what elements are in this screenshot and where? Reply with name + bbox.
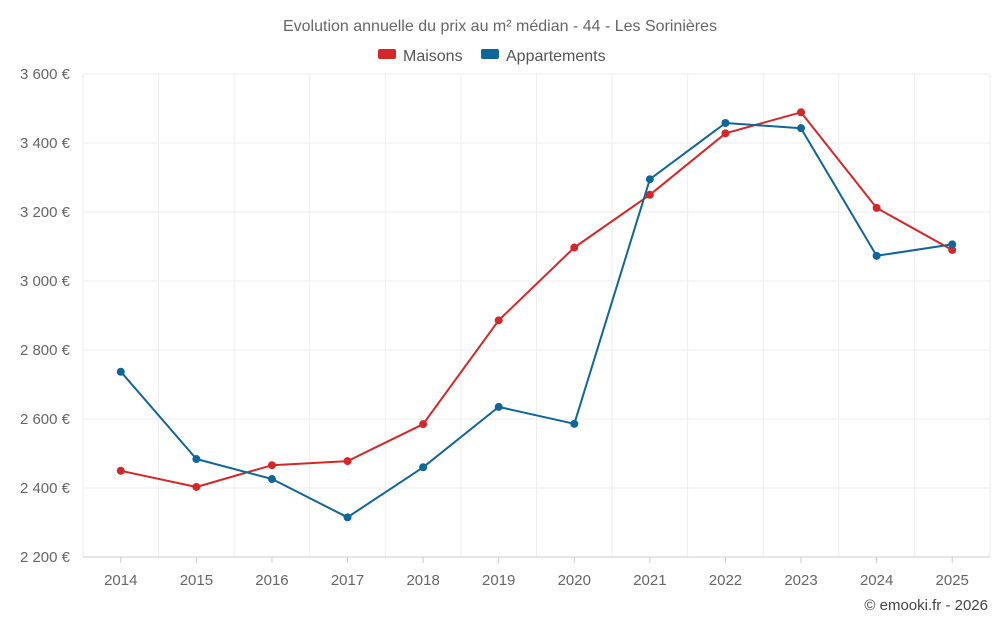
x-tick-label: 2021	[633, 572, 666, 589]
legend: Maisons Appartements	[378, 48, 606, 65]
y-tick-label: 3 400 €	[20, 135, 71, 152]
data-point-appartements[interactable]	[948, 240, 957, 249]
series-line-maisons	[120, 111, 953, 488]
y-tick-label: 2 600 €	[20, 411, 71, 428]
y-axis-ticks: 2 200 € 2 400 € 2 600 € 2 800 € 3 000 € 3 200…	[20, 66, 71, 566]
series-group	[116, 108, 957, 522]
y-tick-label: 3 200 €	[20, 204, 71, 221]
series-line-appartements	[120, 122, 953, 519]
x-tick-label: 2022	[709, 572, 742, 589]
y-tick-label: 2 800 €	[20, 342, 71, 359]
data-point-appartements[interactable]	[494, 402, 503, 411]
x-tick-label: 2018	[406, 572, 439, 589]
legend-label-appartements[interactable]: Appartements	[506, 48, 606, 65]
chart-title: Evolution annuelle du prix au m² médian …	[283, 18, 717, 35]
data-point-appartements[interactable]	[116, 367, 125, 376]
data-point-maisons[interactable]	[872, 203, 881, 212]
x-tick-label: 2024	[860, 572, 893, 589]
data-point-appartements[interactable]	[872, 251, 881, 260]
data-point-appartements[interactable]	[192, 455, 201, 464]
data-point-maisons[interactable]	[797, 108, 806, 117]
y-tick-label: 2 200 €	[20, 549, 71, 566]
x-tick-label: 2019	[482, 572, 515, 589]
x-tick-label: 2025	[936, 572, 969, 589]
legend-swatch-appartements	[481, 49, 499, 59]
data-point-maisons[interactable]	[267, 461, 276, 470]
y-tick-label: 2 400 €	[20, 480, 71, 497]
x-tick-label: 2014	[104, 572, 137, 589]
data-point-appartements[interactable]	[570, 419, 579, 428]
data-point-appartements[interactable]	[267, 475, 276, 484]
data-point-maisons[interactable]	[419, 420, 428, 429]
y-tick-label: 3 000 €	[20, 273, 71, 290]
data-point-appartements[interactable]	[645, 175, 654, 184]
data-point-maisons[interactable]	[570, 243, 579, 252]
data-point-maisons[interactable]	[494, 316, 503, 325]
x-tick-label: 2020	[558, 572, 591, 589]
data-point-appartements[interactable]	[419, 463, 428, 472]
data-point-maisons[interactable]	[721, 129, 730, 138]
data-point-appartements[interactable]	[721, 118, 730, 127]
data-point-appartements[interactable]	[797, 124, 806, 133]
x-tick-label: 2023	[784, 572, 817, 589]
y-tick-label: 3 600 €	[20, 66, 71, 83]
x-tick-label: 2015	[180, 572, 213, 589]
x-tick-label: 2017	[331, 572, 364, 589]
data-point-maisons[interactable]	[948, 245, 957, 254]
legend-label-maisons[interactable]: Maisons	[403, 48, 463, 65]
data-point-maisons[interactable]	[116, 466, 125, 475]
data-point-maisons[interactable]	[343, 457, 352, 466]
x-gridlines	[82, 74, 991, 557]
data-point-maisons[interactable]	[645, 190, 654, 199]
credit-text: © emooki.fr - 2026	[864, 597, 988, 614]
legend-swatch-maisons	[378, 49, 396, 59]
x-tick-label: 2016	[255, 572, 288, 589]
data-point-appartements[interactable]	[343, 513, 352, 522]
data-point-maisons[interactable]	[192, 482, 201, 491]
x-axis-ticks: 2014 2015 2016 2017 2018 2019 2020 2021 2022 2023…	[104, 557, 969, 589]
